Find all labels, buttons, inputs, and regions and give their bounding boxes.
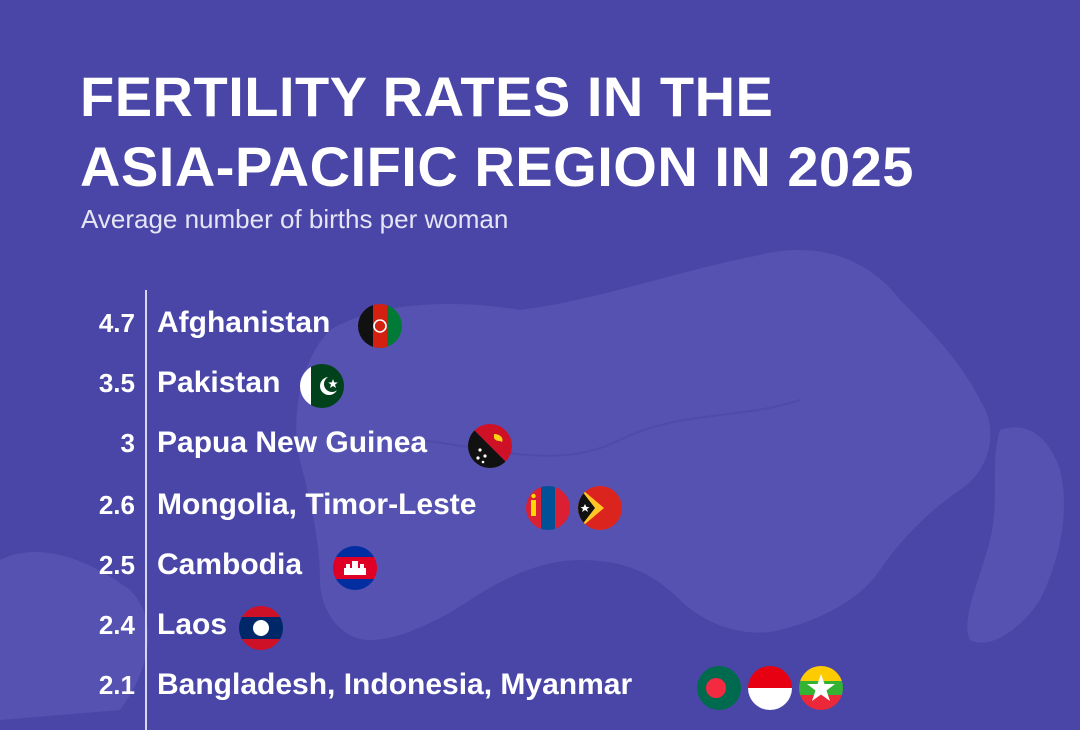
list-item: 2.4 Laos (0, 598, 1080, 654)
title-line-1: FERTILITY RATES IN THE (80, 65, 774, 128)
value-divider (145, 290, 147, 730)
list-item: 2.1 Bangladesh, Indonesia, Myanmar (0, 658, 1080, 714)
chart-title: FERTILITY RATES IN THE ASIA-PACIFIC REGI… (80, 62, 914, 202)
fertility-value: 3.5 (98, 368, 135, 398)
fertility-value: 3 (120, 428, 135, 458)
list-item: 2.5 Cambodia (0, 538, 1080, 594)
country-label: Laos (157, 608, 228, 641)
country-label: Mongolia, Timor-Leste (157, 488, 477, 521)
country-label: Bangladesh, Indonesia, Myanmar (157, 668, 633, 701)
mongolia-flag-icon (526, 486, 570, 530)
list-item: 2.6 Mongolia, Timor-Leste (0, 478, 1080, 534)
indonesia-flag-icon (748, 666, 792, 710)
title-line-2: ASIA-PACIFIC REGION IN 2025 (80, 135, 914, 198)
fertility-value: 2.5 (98, 550, 135, 580)
afghanistan-flag-icon (358, 304, 402, 348)
fertility-value: 2.1 (98, 670, 135, 700)
chart-subtitle: Average number of births per woman (81, 204, 509, 234)
list-item: 3 Papua New Guinea (0, 416, 1080, 472)
country-label: Cambodia (157, 548, 303, 581)
laos-flag-icon (239, 606, 283, 650)
country-label: Papua New Guinea (157, 426, 428, 459)
papua-new-guinea-flag-icon (468, 424, 512, 468)
cambodia-flag-icon (333, 546, 377, 590)
bangladesh-flag-icon (697, 666, 741, 710)
fertility-value: 2.4 (98, 610, 135, 640)
list-item: 4.7 Afghanistan (0, 296, 1080, 352)
pakistan-flag-icon (300, 364, 344, 408)
fertility-value: 2.6 (98, 490, 135, 520)
timor-leste-flag-icon (578, 486, 622, 530)
country-label: Afghanistan (157, 306, 331, 339)
fertility-value: 4.7 (98, 308, 135, 338)
country-label: Pakistan (157, 366, 281, 399)
list-item: 3.5 Pakistan (0, 356, 1080, 412)
myanmar-flag-icon (799, 666, 843, 710)
